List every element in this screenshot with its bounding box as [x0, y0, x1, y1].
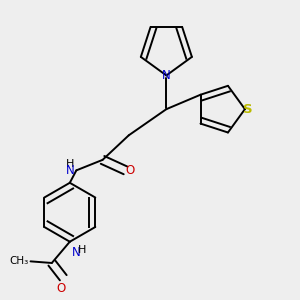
Text: N: N — [71, 246, 80, 259]
Text: N: N — [66, 164, 75, 177]
Text: O: O — [56, 282, 65, 295]
Text: CH₃: CH₃ — [10, 256, 29, 266]
Text: N: N — [162, 69, 171, 82]
Text: H: H — [78, 245, 86, 255]
Text: S: S — [243, 103, 252, 116]
Text: O: O — [125, 164, 134, 177]
Text: H: H — [66, 159, 75, 169]
